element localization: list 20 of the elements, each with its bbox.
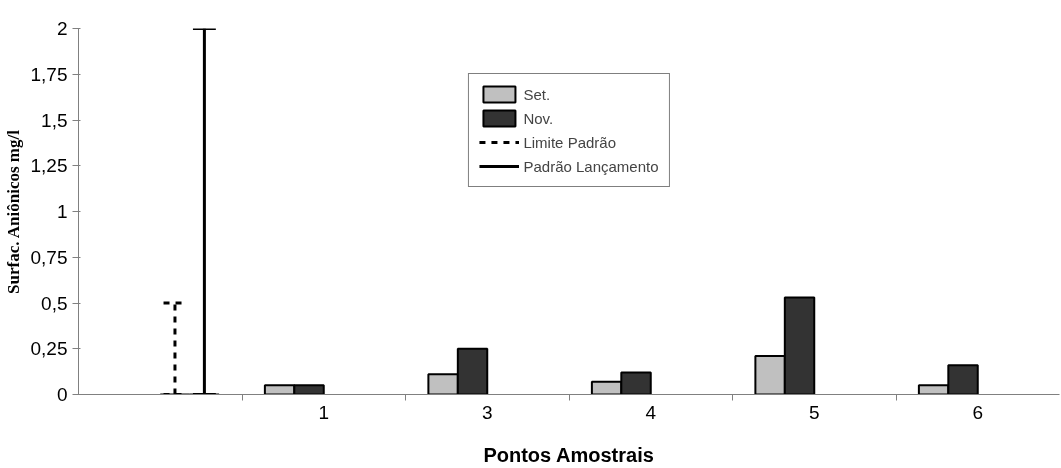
y-tick-label: 0 <box>56 384 68 405</box>
legend-label: Limite Padrão <box>523 133 617 151</box>
x-tick-label: 1 <box>318 401 330 423</box>
y-tick-label: 0,5 <box>41 292 68 314</box>
x-tick-label: 4 <box>645 401 657 423</box>
y-tick-label: 0,75 <box>30 246 68 268</box>
y-tick-label: 1 <box>56 201 68 222</box>
legend-label: Padrão Lançamento <box>523 157 659 175</box>
x-axis-title: Pontos Amostrais <box>483 443 654 466</box>
y-tick-label: 2 <box>56 18 68 39</box>
y-tick-label: 1,5 <box>41 109 68 131</box>
legend-label: Nov. <box>523 109 554 127</box>
y-tick-label: 1,75 <box>30 63 68 85</box>
x-tick-label: 6 <box>972 401 984 423</box>
y-tick-label: 0,25 <box>30 338 68 360</box>
y-tick-label: 1,25 <box>30 155 68 177</box>
x-tick-label: 5 <box>808 401 820 423</box>
y-axis-title: Surfac. Aniônicos mg/l <box>3 129 23 294</box>
legend-label: Set. <box>523 85 551 103</box>
x-tick-label: 3 <box>481 401 493 423</box>
